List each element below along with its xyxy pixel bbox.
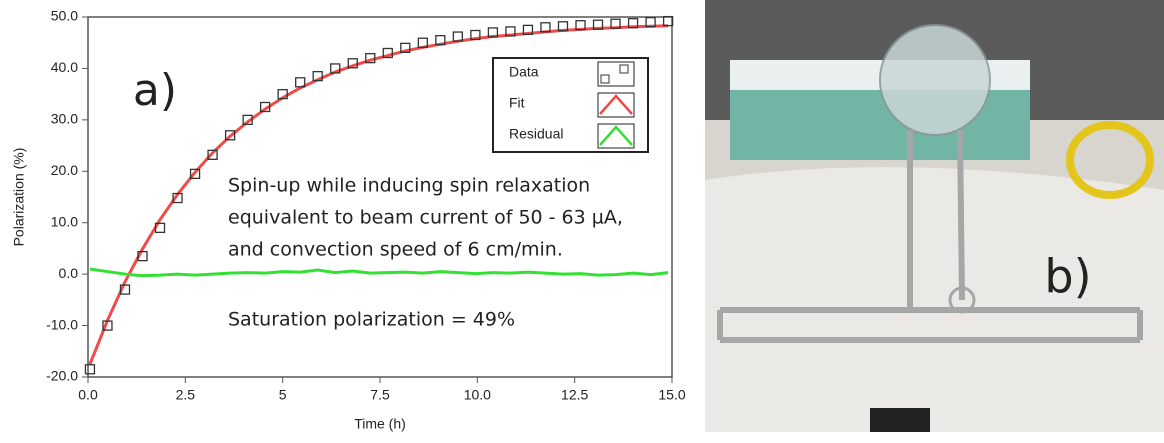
x-tick-label: 5: [279, 387, 287, 403]
annotation: equivalent to beam current of 50 - 63 µA…: [228, 207, 623, 229]
x-tick-label: 10.0: [464, 387, 491, 403]
data-point: [172, 192, 183, 204]
data-point: [330, 63, 341, 74]
data-point: [487, 27, 499, 38]
x-tick-label: 15.0: [658, 387, 685, 403]
data-point: [557, 21, 569, 32]
y-tick-label: 10.0: [51, 213, 78, 229]
y-axis-title: Polarization (%): [11, 148, 27, 247]
panel-label: a): [133, 65, 177, 116]
x-tick-label: 2.5: [176, 387, 196, 403]
annotation: Saturation polarization = 49%: [228, 309, 515, 331]
series-line: [88, 24, 669, 365]
data-point: [470, 29, 481, 41]
legend: Data Fit Residual: [492, 57, 649, 153]
data-point: [119, 284, 131, 295]
data-point: [189, 168, 201, 180]
y-tick-label: 50.0: [51, 8, 78, 24]
data-point: [592, 19, 604, 30]
legend-label: Fit: [509, 95, 525, 111]
data-point: [662, 15, 674, 27]
y-tick-label: -10.0: [46, 316, 78, 332]
data-point: [575, 20, 586, 31]
data-point: [259, 101, 271, 113]
y-tick-label: -20.0: [46, 368, 78, 384]
photo: b): [705, 0, 1164, 432]
legend-marker: [600, 74, 610, 84]
data-point: [452, 31, 464, 42]
data-point: [400, 42, 411, 54]
legend-label: Data: [509, 64, 539, 80]
data-point: [84, 364, 96, 375]
legend-marker: [599, 125, 633, 146]
data-point: [312, 70, 323, 82]
data-point: [435, 34, 446, 46]
x-axis-title: Time (h): [354, 416, 406, 432]
legend-marker: [619, 64, 629, 74]
data-point: [242, 114, 253, 126]
annotation: Spin-up while inducing spin relaxation: [228, 175, 590, 197]
legend-label: Residual: [509, 126, 563, 142]
data-point: [102, 320, 113, 331]
y-tick-label: 0.0: [59, 265, 79, 281]
legend-swatch-box: [597, 61, 635, 87]
x-tick-label: 0.0: [78, 387, 98, 403]
y-tick-label: 20.0: [51, 162, 78, 178]
data-point: [224, 130, 236, 141]
data-point: [295, 77, 306, 88]
data-point: [365, 52, 376, 64]
annotation: and convection speed of 6 cm/min.: [228, 239, 563, 261]
data-point: [627, 18, 639, 29]
y-tick-label: 30.0: [51, 111, 78, 127]
data-point: [154, 222, 166, 234]
data-point: [522, 24, 534, 36]
data-point: [540, 22, 551, 33]
legend-marker: [599, 94, 633, 115]
legend-swatch-box: [597, 123, 635, 149]
data-point: [277, 88, 288, 100]
data-point: [417, 37, 428, 48]
x-tick-label: 12.5: [561, 387, 588, 403]
data-point: [207, 149, 218, 160]
data-point: [610, 18, 621, 29]
data-point: [137, 250, 148, 262]
series-line: [89, 267, 669, 278]
panel-label: b): [1044, 250, 1091, 304]
data-point: [505, 26, 516, 37]
data-point: [382, 47, 393, 59]
x-tick-label: 7.5: [370, 387, 390, 403]
data-point: [645, 16, 656, 28]
data-point: [347, 58, 358, 69]
y-tick-label: 40.0: [51, 59, 78, 75]
